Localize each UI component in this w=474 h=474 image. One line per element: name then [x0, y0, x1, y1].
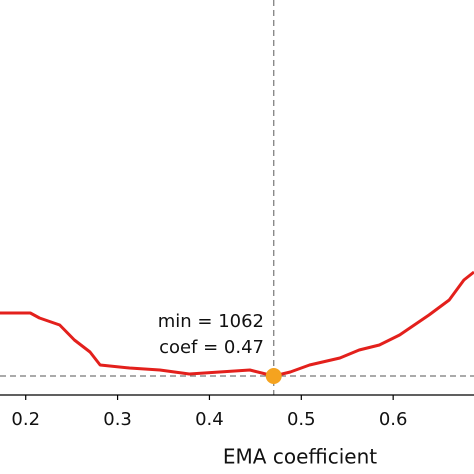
x-tick-label: 0.2 [11, 409, 40, 430]
line [0, 270, 474, 378]
annotation: min = 1062 [158, 311, 264, 332]
x-axis-label: EMA coefficient [223, 445, 377, 469]
min-marker [265, 368, 282, 384]
annotation: coef = 0.47 [159, 337, 264, 358]
x-tick-label: 0.3 [103, 409, 132, 430]
x-tick-label: 0.6 [379, 409, 408, 430]
x-tick-label: 0.5 [287, 409, 316, 430]
x-tick-label: 0.4 [195, 409, 224, 430]
